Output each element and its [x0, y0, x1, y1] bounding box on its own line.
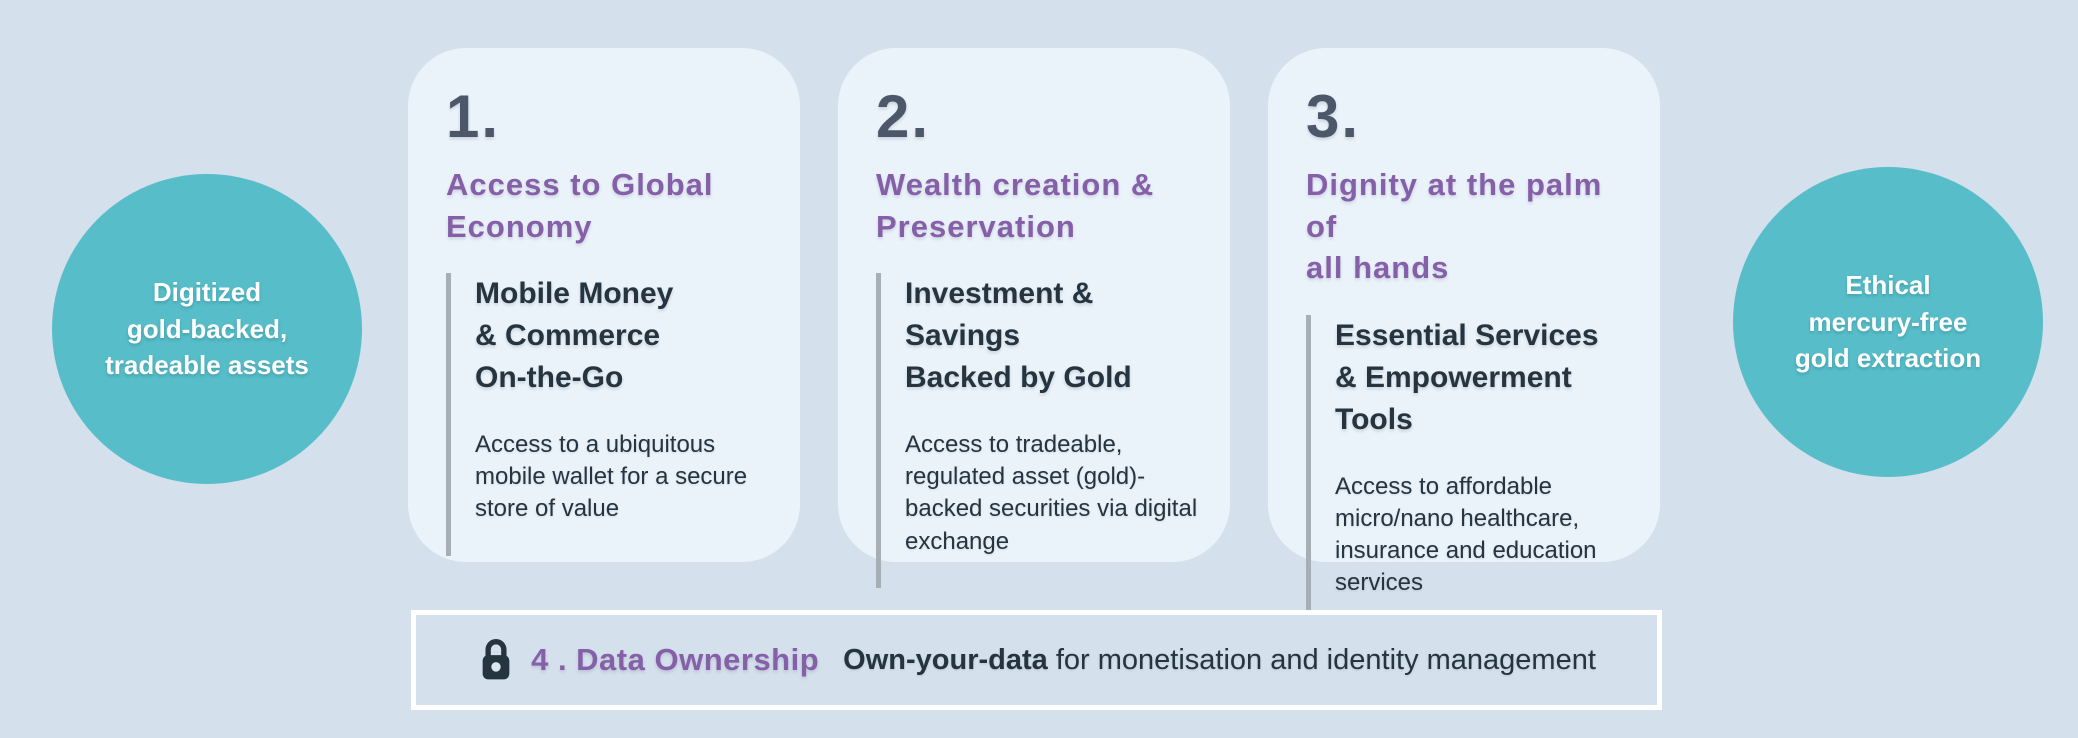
card-body: Access to a ubiquitous mobile wallet for…: [475, 431, 748, 523]
card-number: 1.: [446, 83, 501, 150]
card-heading-line-1: Dignity at the palm of: [1306, 167, 1603, 244]
card-heading-line-2: Economy: [446, 208, 593, 244]
right-circle-line-3: gold extraction: [1794, 343, 1982, 374]
card-subtitle-line-2: & Empowerment Tools: [1335, 360, 1572, 436]
banner-bold-text: Own-your-data: [843, 643, 1048, 676]
card-heading: Wealth creation & Preservation: [876, 164, 1202, 247]
card-body: Access to affordable micro/nano healthca…: [1335, 472, 1597, 597]
card-subtitle-line-2: Backed by Gold: [905, 361, 1132, 395]
pillar-card-1: 1. Access to Global Economy Mobile Money…: [408, 48, 800, 562]
card-number: 3.: [1306, 83, 1361, 150]
left-circle-digitized-assets: Digitized gold-backed, tradeable assets: [52, 174, 362, 484]
banner-rest-text: for monetisation and identity management: [1055, 643, 1596, 676]
pillar-card-2: 2. Wealth creation & Preservation Invest…: [838, 48, 1230, 588]
lock-icon: [482, 639, 510, 680]
right-circle-label: Ethical mercury-free gold extraction: [1795, 267, 1981, 378]
card-heading-line-1: Wealth creation &: [876, 167, 1155, 202]
card-subtitle: Investment & Savings Backed by Gold: [905, 273, 1202, 399]
data-ownership-banner: 4 . Data Ownership Own-your-data for mon…: [411, 610, 1662, 710]
pillar-card-3: 3. Dignity at the palm of all hands Esse…: [1268, 48, 1660, 630]
card-subtitle-line-1: Mobile Money: [475, 277, 674, 311]
card-subtitle-line-1: Essential Services: [1335, 318, 1599, 352]
card-subtitle: Mobile Money & Commerce On-the-Go: [475, 273, 772, 399]
left-circle-line-3: tradeable assets: [105, 350, 309, 381]
pillar-cards: 1. Access to Global Economy Mobile Money…: [408, 48, 1660, 630]
card-body: Access to tradeable, regulated asset (go…: [905, 431, 1198, 555]
card-subtitle-line-1: Investment & Savings: [905, 277, 1094, 353]
left-circle-line-1: Digitized: [152, 276, 262, 307]
card-subtitle-line-2: & Commerce: [475, 319, 661, 353]
card-detail-block: Essential Services & Empowerment Tools A…: [1306, 314, 1632, 630]
card-heading: Dignity at the palm of all hands: [1306, 164, 1632, 289]
banner-title: 4 . Data Ownership: [531, 642, 820, 677]
right-circle-line-1: Ethical: [1845, 269, 1931, 300]
left-circle-line-2: gold-backed,: [126, 313, 288, 344]
card-heading: Access to Global Economy: [446, 164, 772, 247]
right-circle-line-2: mercury-free: [1808, 306, 1968, 337]
card-subtitle-line-3: On-the-Go: [475, 361, 624, 395]
card-heading-line-1: Access to Global: [446, 167, 714, 202]
card-heading-line-2: all hands: [1306, 250, 1450, 286]
card-heading-line-2: Preservation: [876, 208, 1076, 244]
card-subtitle: Essential Services & Empowerment Tools: [1335, 315, 1632, 441]
right-circle-ethical-extraction: Ethical mercury-free gold extraction: [1733, 167, 2043, 477]
card-detail-block: Investment & Savings Backed by Gold Acce…: [876, 273, 1202, 588]
left-circle-label: Digitized gold-backed, tradeable assets: [105, 274, 309, 385]
card-number: 2.: [876, 83, 931, 150]
card-detail-block: Mobile Money & Commerce On-the-Go Access…: [446, 273, 772, 556]
banner-text: Own-your-data for monetisation and ident…: [843, 644, 1596, 677]
